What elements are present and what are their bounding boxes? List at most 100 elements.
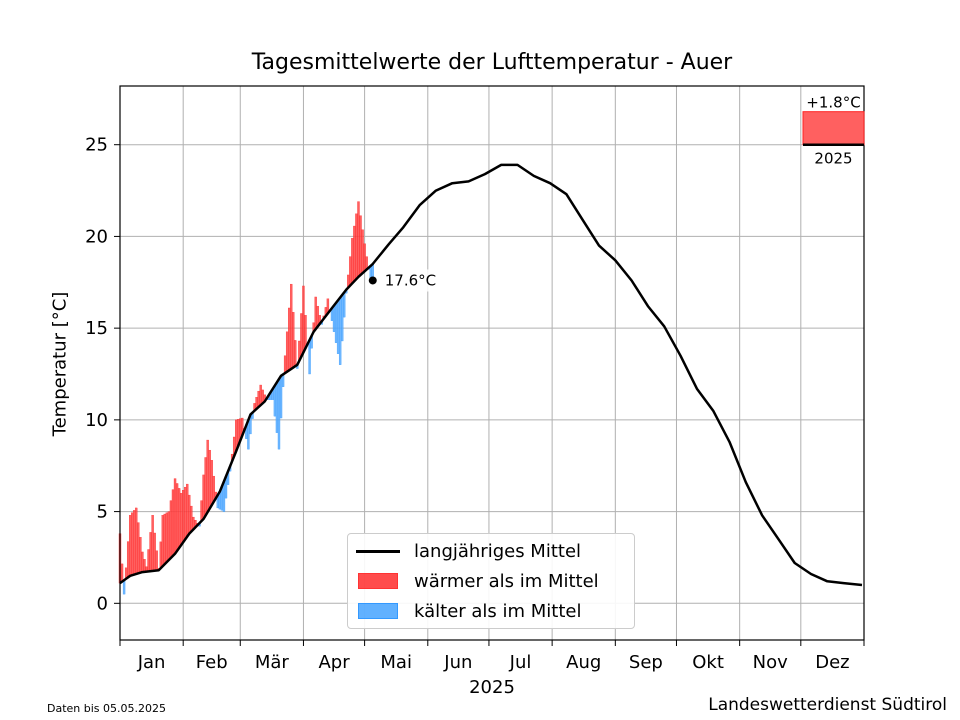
anomaly-bar-day-47 — [212, 475, 215, 502]
anomaly-bar-day-7 — [131, 512, 134, 576]
y-tick-label-15: 15 — [85, 318, 108, 339]
legend: langjähriges Mittel wärmer als im Mittel… — [347, 533, 635, 629]
anomaly-bar-day-3 — [122, 580, 126, 595]
anomaly-bar-day-97 — [314, 296, 317, 330]
anomaly-bar-day-120 — [361, 229, 364, 274]
anomaly-bar-day-27 — [171, 489, 175, 556]
anomaly-bar-day-79 — [277, 378, 281, 450]
mean-line-layer — [119, 163, 863, 587]
anomaly-bar-day-119 — [359, 215, 362, 276]
mean-temperature-line — [119, 163, 863, 587]
anomaly-bar-day-10 — [137, 522, 140, 574]
x-tick-label-Okt: Okt — [692, 652, 724, 673]
anomaly-bar-day-41 — [200, 500, 203, 522]
anomaly-bar-day-94 — [308, 339, 311, 375]
year-summary-box: +1.8°C 2025 — [802, 94, 865, 168]
anomaly-bar-day-91 — [302, 285, 305, 353]
legend-swatch-cold — [358, 603, 398, 619]
legend-label-cold: kälter als im Mittel — [414, 600, 582, 622]
plot-frame — [119, 85, 865, 641]
anomaly-bar-day-70 — [259, 384, 262, 406]
y-tick-label-0: 0 — [97, 593, 108, 614]
anomaly-bar-day-24 — [165, 512, 169, 563]
legend-item-cold: kälter als im Mittel — [348, 598, 582, 624]
anomaly-bar-day-46 — [210, 460, 213, 506]
anomaly-bar-day-98 — [316, 305, 319, 327]
year-label: 2025 — [814, 150, 852, 168]
anomaly-bar-day-13 — [143, 559, 146, 573]
y-tick-label-25: 25 — [85, 135, 108, 156]
source-credit: Landeswetterdienst Südtirol — [708, 695, 947, 715]
anomaly-bar-day-15 — [147, 549, 150, 572]
anomaly-bar-day-107 — [334, 302, 338, 343]
data-date-note: Daten bis 05.05.2025 — [47, 702, 167, 715]
anomaly-bar-day-11 — [139, 537, 142, 573]
anomaly-bar-day-117 — [355, 213, 358, 280]
anomaly-bar-day-106 — [332, 305, 336, 332]
x-tick-label-Sep: Sep — [629, 652, 663, 673]
anomaly-bar-day-80 — [279, 375, 283, 419]
anomaly-bar-day-34 — [186, 483, 189, 537]
anomaly-bar-day-31 — [179, 493, 183, 546]
anomaly-bar-day-92 — [304, 315, 307, 349]
anomaly-bar-day-43 — [204, 457, 207, 516]
y-tick-label-20: 20 — [85, 226, 108, 247]
anomaly-bar-day-44 — [206, 439, 209, 513]
anomaly-bar-day-118 — [357, 201, 360, 277]
y-axis-label: Temperatur [°C] — [49, 291, 71, 437]
anomaly-bar-day-45 — [208, 449, 211, 509]
anomaly-bar-day-110 — [341, 294, 344, 342]
grid-lines — [120, 86, 864, 640]
x-tick-label-Apr: Apr — [318, 652, 350, 673]
chart-title: Tagesmittelwerte der Lufttemperatur - Au… — [251, 50, 733, 75]
legend-swatch-warm — [358, 573, 398, 589]
anomaly-bar-day-108 — [336, 299, 340, 354]
x-tick-label-Jan: Jan — [137, 652, 166, 673]
y-tick-label-5: 5 — [97, 502, 108, 523]
legend-label-warm: wärmer als im Mittel — [414, 570, 599, 592]
anomaly-bar-day-35 — [188, 494, 191, 534]
legend-item-mean: langjähriges Mittel — [348, 538, 581, 564]
anomaly-bar-day-69 — [257, 390, 260, 408]
legend-label-mean: langjähriges Mittel — [414, 540, 582, 562]
year-deviation-bar — [802, 111, 865, 146]
anomaly-bar-day-116 — [353, 225, 356, 282]
anomaly-bar-day-21 — [159, 541, 162, 569]
last-value-label: 17.6°C — [385, 271, 436, 289]
anomaly-bar-day-22 — [161, 515, 164, 567]
anomaly-bar-day-109 — [338, 297, 342, 365]
legend-item-warm: wärmer als im Mittel — [348, 568, 599, 594]
anomaly-bar-day-5 — [126, 541, 130, 578]
last-value-layer: 17.6°C — [368, 269, 437, 292]
anomaly-bar-day-25 — [167, 511, 171, 561]
anomaly-bar-day-18 — [153, 532, 156, 571]
anomaly-bar-day-16 — [149, 532, 152, 572]
anomaly-bar-day-29 — [175, 483, 179, 552]
x-tick-label-Jul: Jul — [509, 652, 532, 673]
anomaly-bar-day-6 — [129, 515, 132, 576]
anomaly-bar-day-28 — [173, 478, 177, 554]
x-tick-label-Mai: Mai — [380, 652, 412, 673]
x-tick-label-Jun: Jun — [443, 652, 472, 673]
anomaly-bar-day-33 — [184, 486, 187, 540]
anomaly-bar-day-114 — [349, 256, 352, 286]
last-value-label-bg — [378, 269, 437, 292]
x-tick-label-Feb: Feb — [196, 652, 228, 673]
anomaly-bar-day-121 — [363, 243, 366, 272]
x-axis-label: 2025 — [469, 677, 515, 698]
anomaly-bar-day-2 — [120, 563, 124, 582]
anomaly-bar-day-78 — [275, 382, 279, 433]
anomaly-bar-day-19 — [155, 550, 158, 571]
last-value-point — [368, 276, 377, 285]
x-tick-label-Mär: Mär — [255, 652, 290, 673]
daily-anomaly-bars — [118, 201, 374, 595]
anomaly-bar-day-83 — [285, 331, 289, 372]
x-tick-label-Nov: Nov — [753, 652, 788, 673]
anomaly-bar-day-23 — [163, 513, 167, 565]
anomaly-bar-day-36 — [190, 505, 193, 532]
anomaly-bar-day-115 — [351, 238, 354, 284]
x-tick-label-Aug: Aug — [566, 652, 601, 673]
anomaly-bar-day-77 — [273, 385, 277, 417]
y-tick-label-10: 10 — [85, 410, 108, 431]
